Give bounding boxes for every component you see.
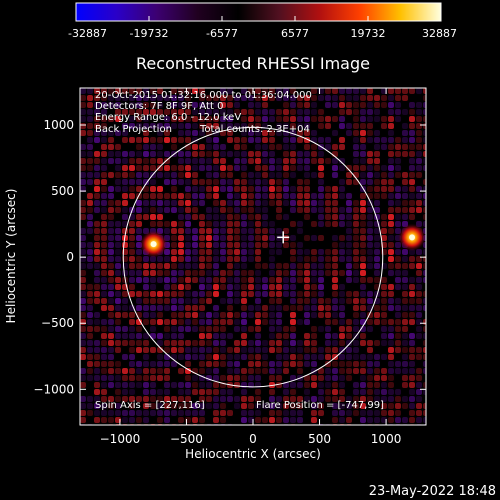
flare-position-label: Flare Position = [-747,99]	[256, 400, 384, 411]
colorbar-tick-label: -19732	[130, 27, 169, 40]
colorbar-strip	[75, 2, 442, 22]
colorbar-ticks: -32887 -19732 -6577 6577 19732 32887	[68, 16, 457, 40]
chart-title: Reconstructed RHESSI Image	[136, 54, 370, 73]
colorbar: -32887 -19732 -6577 6577 19732 32887	[68, 2, 457, 40]
y-tick-label: −1000	[33, 382, 74, 396]
y-axis-label: Heliocentric Y (arcsec)	[4, 189, 18, 324]
flare-source-0	[139, 230, 168, 259]
annotation-method: Back Projection	[95, 124, 172, 135]
header-annotations: 20-Oct-2015 01:32:16.000 to 01:36:04.000…	[95, 90, 312, 135]
footer-date: 23-May-2022 18:48	[369, 484, 496, 499]
colorbar-tick-label: 6577	[281, 27, 309, 40]
x-tick-label: −1000	[100, 432, 141, 446]
spin-axis-label: Spin Axis = [227,116]	[95, 400, 205, 411]
flare-source-1	[398, 223, 426, 252]
x-tick-label: 0	[249, 432, 257, 446]
y-tick-label: 0	[66, 250, 74, 264]
x-tick-label: −500	[170, 432, 203, 446]
x-tick-label: 1000	[371, 432, 402, 446]
heatmap-pattern	[80, 88, 426, 425]
annotation-energy-range: Energy Range: 6.0 - 12.0 keV	[95, 112, 241, 123]
y-axis: −1000 −500 0 500 1000	[33, 118, 426, 396]
y-tick-label: 500	[51, 184, 74, 198]
sources-layer	[139, 223, 426, 259]
colorbar-tick-label: -32887	[68, 27, 107, 40]
spin-axis-marker	[277, 231, 290, 244]
annotation-detectors: Detectors: 7F 8F 9F, Att 0	[95, 101, 223, 112]
x-axis-label: Heliocentric X (arcsec)	[185, 447, 321, 461]
colorbar-tick-label: 19732	[350, 27, 385, 40]
plot-area	[80, 88, 426, 425]
x-axis: −1000 −500 0 500 1000	[100, 88, 402, 446]
y-tick-label: 1000	[43, 118, 74, 132]
annotation-time-range: 20-Oct-2015 01:32:16.000 to 01:36:04.000	[95, 90, 312, 101]
y-tick-label: −500	[41, 316, 74, 330]
solar-disk-circle	[122, 126, 384, 388]
x-tick-label: 500	[308, 432, 331, 446]
colorbar-tick-label: -6577	[206, 27, 238, 40]
colorbar-tick-label: 32887	[422, 27, 457, 40]
annotation-total-counts: Total counts: 2.3E+04	[199, 124, 310, 135]
